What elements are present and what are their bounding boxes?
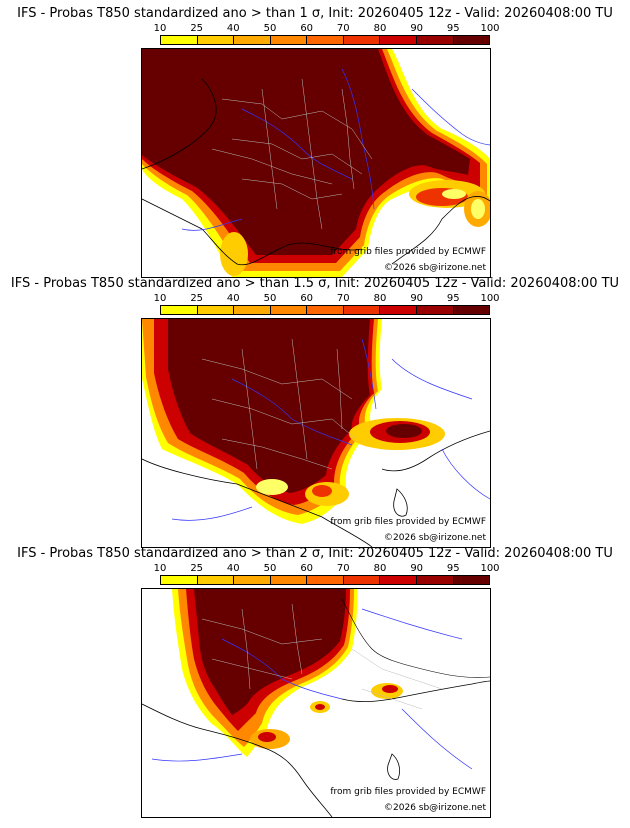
colorbar-swatch [416,306,454,314]
colorbar [160,35,490,45]
colorbar-swatch [343,576,381,584]
ecmwf-credit: from grib files provided by ECMWF [330,787,486,797]
colorbar-swatch [307,306,344,314]
probability-map: from grib files provided by ECMWF ©2026 … [141,588,491,818]
map-panel-3: IFS - Probas T850 standardized ano > tha… [0,546,630,818]
colorbar-swatch [197,36,235,44]
colorbar-tick-labels: 10 25 40 50 60 70 80 90 95 100 [153,23,500,35]
colorbar-swatch [380,576,417,584]
colorbar-swatch [416,36,454,44]
colorbar-tick: 25 [190,293,204,304]
colorbar-swatch [234,306,271,314]
probability-map: from grib files provided by ECMWF ©2026 … [141,48,491,278]
colorbar-swatch [307,576,344,584]
colorbar-swatch [270,576,308,584]
copyright-credit: ©2026 sb@irizone.net [384,263,486,273]
colorbar-swatch [234,576,271,584]
colorbar-tick: 25 [190,563,204,574]
colorbar-swatch [270,36,308,44]
colorbar-tick: 50 [263,293,277,304]
colorbar-tick: 60 [300,293,314,304]
colorbar-swatch [307,36,344,44]
colorbar [160,575,490,585]
colorbar-swatch [343,36,381,44]
colorbar-tick: 90 [410,23,424,34]
ecmwf-credit: from grib files provided by ECMWF [330,517,486,527]
colorbar-tick: 40 [226,293,240,304]
colorbar-swatch [161,36,198,44]
colorbar-tick: 70 [336,563,350,574]
colorbar-tick: 100 [480,563,500,574]
colorbar-swatch [234,36,271,44]
copyright-credit: ©2026 sb@irizone.net [384,803,486,813]
colorbar-tick: 80 [373,293,387,304]
colorbar-swatch [453,306,490,314]
map-graphic [142,589,490,817]
colorbar-tick: 40 [226,563,240,574]
colorbar-tick: 10 [153,563,167,574]
colorbar-swatch [161,306,198,314]
colorbar-tick-labels: 10 25 40 50 60 70 80 90 95 100 [153,563,500,575]
colorbar-swatch [453,36,490,44]
colorbar-tick: 10 [153,293,167,304]
colorbar-swatch [380,306,417,314]
map-panel-2: IFS - Probas T850 standardized ano > tha… [0,276,630,548]
probability-map: from grib files provided by ECMWF ©2026 … [141,318,491,548]
colorbar-tick-labels: 10 25 40 50 60 70 80 90 95 100 [153,293,500,305]
copyright-credit: ©2026 sb@irizone.net [384,533,486,543]
panel-title: IFS - Probas T850 standardized ano > tha… [17,6,613,21]
colorbar-swatch [416,576,454,584]
map-graphic [142,319,490,547]
colorbar-tick: 95 [446,293,460,304]
colorbar-tick: 50 [263,563,277,574]
panel-title: IFS - Probas T850 standardized ano > tha… [17,546,613,561]
colorbar-tick: 70 [336,23,350,34]
colorbar-tick: 60 [300,563,314,574]
colorbar-tick: 80 [373,563,387,574]
colorbar-swatch [270,306,308,314]
colorbar-tick: 100 [480,293,500,304]
colorbar-tick: 90 [410,563,424,574]
colorbar-tick: 70 [336,293,350,304]
colorbar-swatch [197,306,235,314]
colorbar-swatch [453,576,490,584]
colorbar-tick: 40 [226,23,240,34]
map-panel-1: IFS - Probas T850 standardized ano > tha… [0,6,630,278]
colorbar-swatch [197,576,235,584]
colorbar-tick: 100 [480,23,500,34]
colorbar-tick: 50 [263,23,277,34]
colorbar-swatch [161,576,198,584]
colorbar-tick: 60 [300,23,314,34]
colorbar-tick: 10 [153,23,167,34]
colorbar-swatch [380,36,417,44]
colorbar-tick: 25 [190,23,204,34]
colorbar-swatch [343,306,381,314]
colorbar-tick: 95 [446,23,460,34]
map-graphic [142,49,490,277]
colorbar [160,305,490,315]
ecmwf-credit: from grib files provided by ECMWF [330,247,486,257]
colorbar-tick: 95 [446,563,460,574]
colorbar-tick: 80 [373,23,387,34]
colorbar-tick: 90 [410,293,424,304]
panel-title: IFS - Probas T850 standardized ano > tha… [10,276,620,291]
